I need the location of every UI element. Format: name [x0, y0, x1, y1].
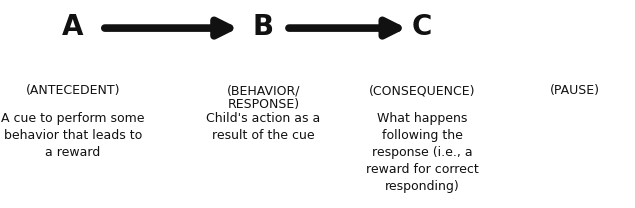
- Text: What happens
following the
response (i.e., a
reward for correct
responding): What happens following the response (i.e…: [366, 112, 479, 193]
- Text: Child's action as a
result of the cue: Child's action as a result of the cue: [206, 112, 321, 142]
- Text: (PAUSE): (PAUSE): [550, 84, 599, 97]
- Text: RESPONSE): RESPONSE): [227, 98, 300, 111]
- Text: A cue to perform some
behavior that leads to
a reward: A cue to perform some behavior that lead…: [1, 112, 145, 159]
- Text: A: A: [62, 13, 84, 41]
- Text: B: B: [253, 13, 274, 41]
- Text: (ANTECEDENT): (ANTECEDENT): [26, 84, 120, 97]
- Text: (CONSEQUENCE): (CONSEQUENCE): [369, 84, 476, 97]
- Text: (BEHAVIOR/: (BEHAVIOR/: [227, 84, 300, 97]
- Text: C: C: [412, 13, 432, 41]
